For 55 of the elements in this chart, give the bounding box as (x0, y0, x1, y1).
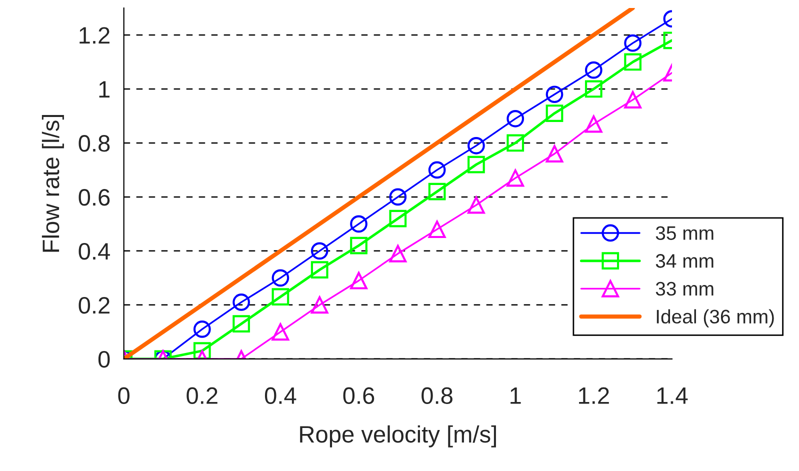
y-tick-label: 1.2 (80, 27, 110, 44)
point (389, 244, 407, 262)
point (272, 323, 290, 341)
x-tick-label: 0.8 (422, 387, 452, 404)
x-tick-label: 1 (510, 388, 521, 404)
x-tick-label: 0.6 (343, 387, 374, 404)
point (350, 215, 368, 233)
x-tick-label: 0 (118, 387, 130, 404)
point (310, 296, 328, 314)
legend-label: 35 mm (656, 226, 714, 240)
point (624, 34, 642, 52)
point (389, 188, 407, 206)
point (506, 169, 524, 187)
x-axis-title: Rope velocity [m/s] (300, 425, 496, 448)
point (546, 145, 564, 162)
x-tick-label: 0.2 (186, 387, 218, 404)
point (272, 269, 290, 287)
y-tick-label: 0.4 (78, 243, 110, 260)
point (272, 288, 290, 306)
y-tick-label: 0 (98, 350, 110, 368)
y-tick-label: 0.6 (78, 189, 110, 206)
point (584, 80, 602, 98)
legend-label: Ideal (36 mm) (656, 309, 774, 328)
x-tick-label: 0.4 (264, 387, 296, 404)
point (193, 320, 211, 338)
point (546, 104, 564, 122)
point (428, 161, 446, 179)
y-tick-label: 0.2 (78, 296, 110, 314)
point (389, 210, 407, 228)
point (310, 242, 328, 260)
point (624, 53, 642, 71)
point (428, 182, 446, 200)
point (350, 236, 368, 254)
point (624, 91, 642, 108)
legend-label: 33 mm (656, 282, 714, 296)
point (232, 315, 250, 332)
y-tick-label: 0.8 (78, 135, 110, 152)
point (350, 272, 368, 290)
point (468, 196, 485, 214)
y-tick-label: 1 (99, 81, 110, 98)
point (232, 294, 250, 311)
x-tick-label: 1.2 (579, 387, 609, 404)
point (546, 86, 564, 104)
point (310, 261, 328, 279)
point (506, 110, 524, 128)
y-axis-title: Flow rate [l/s] (42, 114, 64, 252)
point (468, 136, 485, 154)
point (428, 220, 446, 238)
point (468, 156, 485, 174)
point (584, 115, 602, 133)
point (584, 61, 602, 79)
point (506, 134, 524, 152)
point (193, 342, 211, 359)
legend-label: 34 mm (656, 254, 714, 268)
x-tick-label: 1.4 (657, 388, 688, 404)
